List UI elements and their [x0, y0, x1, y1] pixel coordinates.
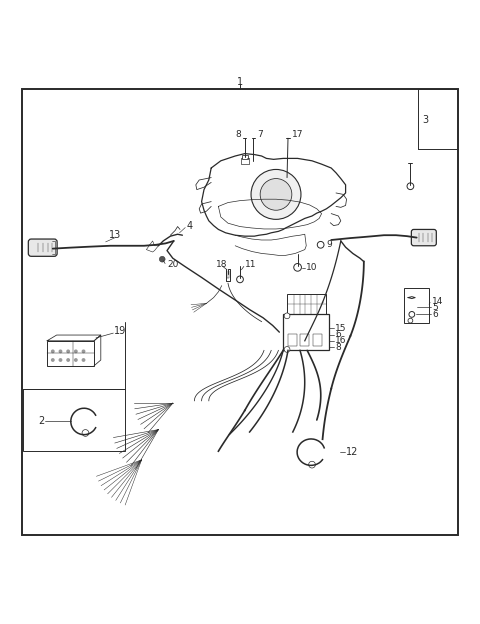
- Circle shape: [284, 313, 290, 319]
- Circle shape: [82, 349, 85, 353]
- Circle shape: [66, 358, 70, 362]
- Bar: [313, 334, 322, 346]
- Text: 17: 17: [292, 130, 303, 139]
- Text: 20: 20: [167, 260, 179, 270]
- Text: 15: 15: [335, 324, 347, 333]
- Bar: [242, 155, 248, 159]
- Text: 2: 2: [38, 416, 44, 426]
- Text: 6: 6: [335, 330, 341, 339]
- Bar: [47, 341, 94, 366]
- Bar: [404, 288, 429, 323]
- Circle shape: [59, 358, 62, 362]
- Text: 13: 13: [109, 230, 121, 240]
- Text: 9: 9: [326, 240, 332, 250]
- Circle shape: [251, 170, 301, 220]
- Text: 7: 7: [257, 130, 263, 139]
- Circle shape: [74, 358, 78, 362]
- Circle shape: [294, 263, 301, 271]
- FancyBboxPatch shape: [411, 230, 436, 246]
- Text: 8: 8: [235, 130, 241, 139]
- Circle shape: [408, 318, 413, 323]
- Text: 11: 11: [245, 260, 256, 270]
- Text: 12: 12: [346, 447, 358, 457]
- Text: 19: 19: [114, 326, 127, 336]
- Bar: [288, 334, 297, 346]
- Text: 10: 10: [306, 263, 318, 272]
- Text: 6: 6: [432, 310, 438, 319]
- Text: 8: 8: [335, 343, 341, 351]
- Circle shape: [237, 276, 243, 283]
- Bar: [283, 314, 329, 351]
- Bar: [287, 295, 326, 314]
- Circle shape: [409, 311, 415, 317]
- Text: 3: 3: [422, 115, 429, 125]
- Circle shape: [51, 358, 55, 362]
- Text: 16: 16: [335, 336, 347, 345]
- Circle shape: [59, 349, 62, 353]
- Bar: [300, 334, 309, 346]
- FancyBboxPatch shape: [28, 239, 57, 256]
- Circle shape: [82, 358, 85, 362]
- Circle shape: [317, 241, 324, 248]
- Text: 5: 5: [432, 303, 438, 312]
- Text: 1: 1: [237, 77, 243, 87]
- Circle shape: [159, 256, 165, 262]
- Circle shape: [66, 349, 70, 353]
- Text: 14: 14: [432, 297, 444, 306]
- Text: 4: 4: [186, 221, 192, 231]
- Circle shape: [74, 349, 78, 353]
- Bar: [23, 389, 125, 451]
- Circle shape: [51, 349, 55, 353]
- Text: 18: 18: [216, 260, 228, 270]
- Circle shape: [407, 183, 414, 190]
- Circle shape: [260, 178, 292, 210]
- Circle shape: [284, 346, 290, 353]
